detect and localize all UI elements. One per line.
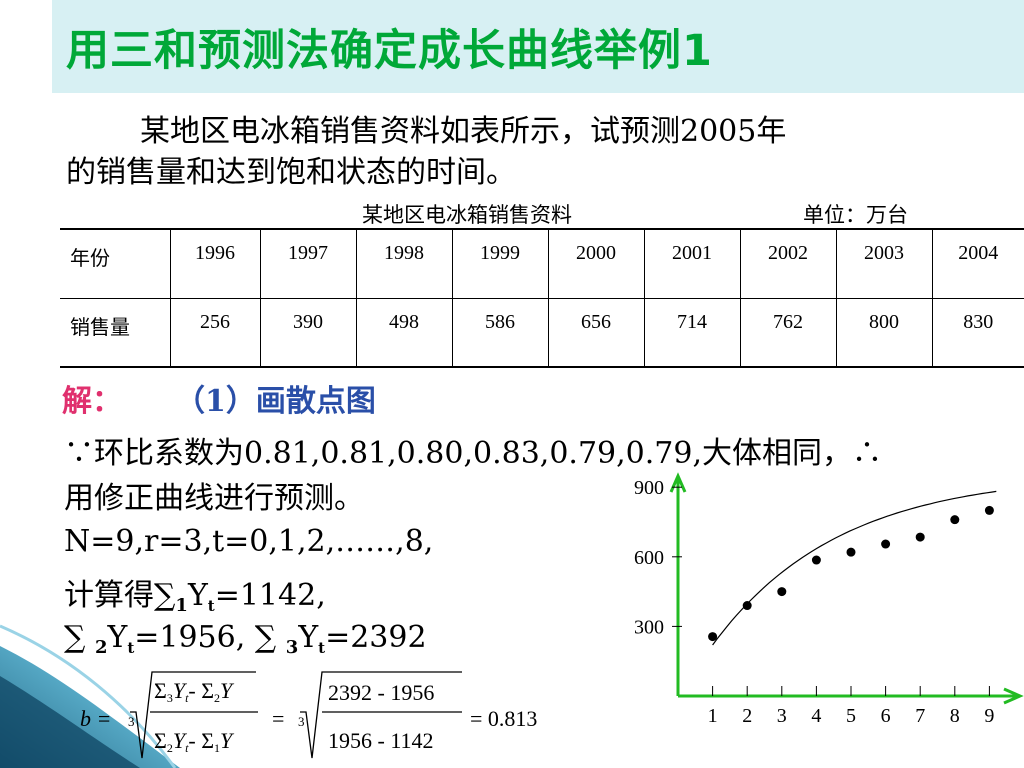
solution-line-1: ∵环比系数为0.81,0.81,0.80,0.83,0.79,0.79,大体相同… [64,436,882,471]
year-cell: 2000 [548,228,645,298]
sum3-value: =2392 [325,620,427,655]
data-point [708,632,718,642]
formula-num-2: 2392 - 1956 [328,680,434,705]
sum-t: t [207,597,215,615]
table-caption: 某地区电冰箱销售资料 [362,203,572,227]
x-tick-label: 7 [915,705,925,727]
formula-num-1: Σ3Yt- Σ2Y [154,678,235,705]
row-header-sales: 销售量 [60,297,171,367]
data-point [777,587,787,597]
sales-cell: 586 [452,297,549,367]
sales-cell: 498 [356,297,453,367]
data-point [846,547,856,557]
scatter-chart: 300 600 900 1 2 3 4 5 6 7 8 9 [634,472,1024,727]
solution-line-2: 用修正曲线进行预测。 [64,481,364,516]
data-point [915,532,925,542]
sum2-y: Y [107,620,128,655]
radical-2 [300,671,462,759]
sales-cell: 714 [644,297,741,367]
sum2-t: t [127,639,135,657]
root-index-2: 3 [298,714,305,729]
radical-1 [130,671,256,759]
formula-result: = 0.813 [470,706,537,731]
x-tick-label: 4 [811,705,821,727]
formula-eq: = [272,706,284,731]
solution-line-5: ∑ 2Yt=1956, ∑ 3Yt=2392 [64,620,427,658]
year-cell: 1998 [356,228,453,298]
year-cell: 1996 [170,228,261,298]
data-point [811,555,821,565]
year-cell: 2002 [740,228,837,298]
sum2-mid: =1956, ∑ [134,620,277,655]
trend-curve [712,490,997,646]
data-point [950,515,960,525]
sales-cell: 656 [548,297,645,367]
slide-title: 用三和预测法确定成长曲线举例1 [66,26,713,76]
root-index-1: 3 [128,714,135,729]
x-axis-arrow [1003,687,1024,705]
data-point [742,601,752,611]
formula-lhs: b = [80,706,111,731]
sum3-y: Y [298,620,319,655]
intro-line-1: 某地区电冰箱销售资料如表所示，试预测2005年 [140,114,787,149]
intro-line-2: 的销售量和达到饱和状态的时间。 [66,155,516,190]
sum3-t: t [318,639,326,657]
y-tick-label: 900 [634,477,664,499]
formula-b: b = 3 Σ3Yt- Σ2Y Σ2Yt- Σ1Y = 3 2392 - 195… [80,671,537,759]
y-tick-label: 600 [634,547,664,569]
x-tick-label: 8 [950,705,960,727]
formula-den-1: Σ2Yt- Σ1Y [154,728,235,755]
title-band [52,0,1024,93]
step-1-heading: （1）画散点图 [175,384,376,419]
year-cell: 1999 [452,228,549,298]
sales-cell: 830 [932,297,1024,367]
solution-label: 解： [62,384,122,419]
sum-value: =1142, [214,578,326,613]
x-tick-label: 6 [881,705,891,727]
decorative-swoosh [0,624,180,768]
sum-subscript: 1 [175,595,188,616]
sum3-subscript: 3 [285,637,299,658]
y-tick-label: 300 [634,616,664,638]
year-cell: 2001 [644,228,741,298]
x-tick-label: 2 [742,705,752,727]
sales-cell: 390 [260,297,357,367]
sales-cell: 762 [740,297,837,367]
year-cell: 2004 [932,228,1024,298]
sum2-symbol: ∑ [64,620,86,655]
data-point [984,505,994,515]
table-row-years: 年份 1996 1997 1998 1999 2000 2001 2002 20… [60,228,1024,298]
y-axis-arrow [669,472,687,493]
sum-y: Y [187,578,208,613]
formula-den-2: 1956 - 1142 [328,728,434,753]
table-row-sales: 销售量 256 390 498 586 656 714 762 800 830 [60,297,1024,367]
row-header-year: 年份 [60,228,171,298]
year-cell: 2003 [836,228,933,298]
sales-cell: 800 [836,297,933,367]
data-point [881,539,891,549]
sum-prefix: 计算得∑ [64,578,176,613]
sales-table: 年份 1996 1997 1998 1999 2000 2001 2002 20… [60,228,1024,368]
x-tick-label: 3 [777,705,787,727]
sales-cell: 256 [170,297,261,367]
x-tick-label: 5 [846,705,856,727]
solution-line-4: 计算得∑1Yt=1142, [64,570,326,616]
solution-line-3: N=9,r=3,t=0,1,2,……,8, [64,524,434,559]
x-tick-label: 1 [708,705,718,727]
sum2-subscript: 2 [94,637,108,658]
table-unit: 单位：万台 [803,203,908,227]
x-tick-label: 9 [984,705,994,727]
year-cell: 1997 [260,228,357,298]
